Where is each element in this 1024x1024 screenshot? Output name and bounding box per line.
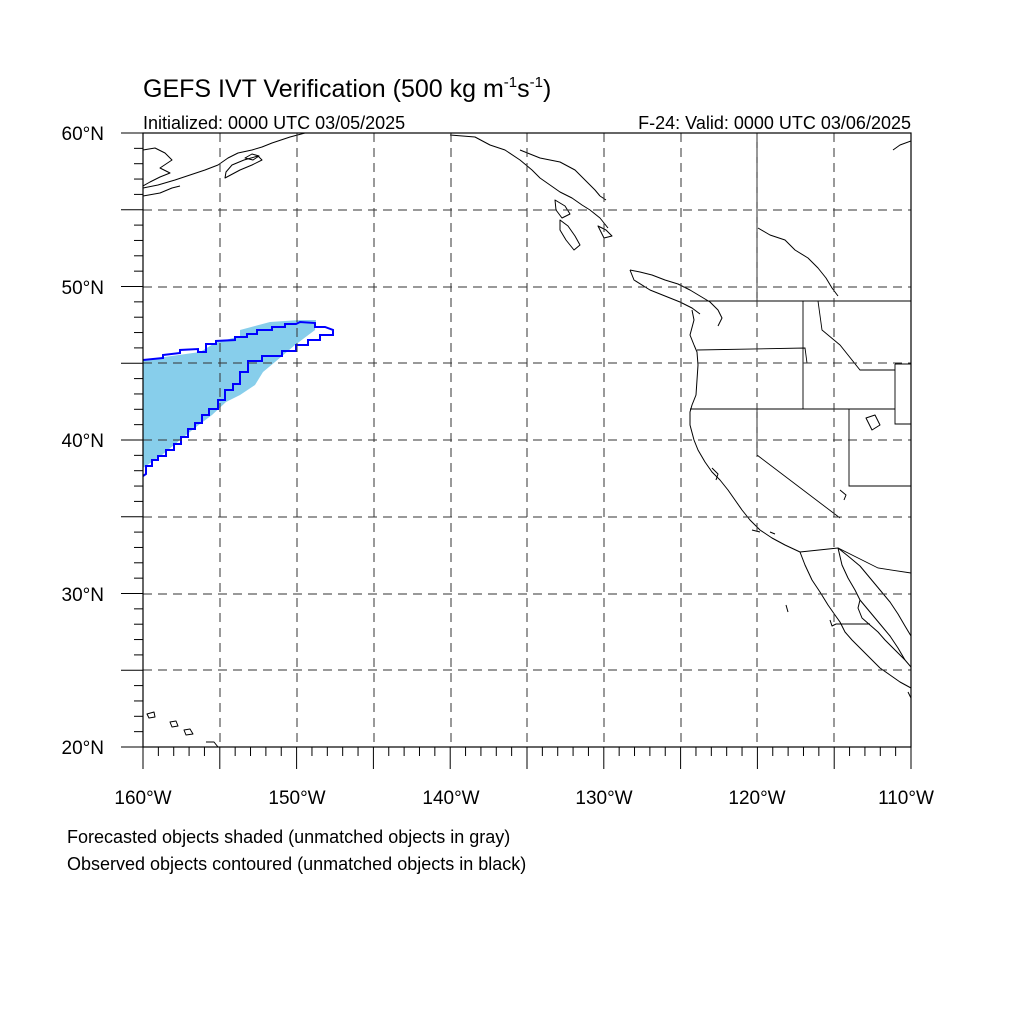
init-time-label: Initialized: 0000 UTC 03/05/2025 <box>143 113 405 133</box>
observed-ivt-object <box>143 320 334 477</box>
lon-label-160w: 160°W <box>114 788 171 809</box>
figure-title: GEFS IVT Verification (500 kg m-1s-1) <box>143 74 551 103</box>
valid-time-label: F-24: Valid: 0000 UTC 03/06/2025 <box>638 113 911 133</box>
lon-label-140w: 140°W <box>422 788 479 809</box>
footer-forecast-note: Forecasted objects shaded (unmatched obj… <box>67 827 510 847</box>
lon-label-110w: 110°W <box>878 788 934 809</box>
lat-label-50: 50°N <box>62 278 104 299</box>
coastlines <box>143 133 911 747</box>
lon-label-150w: 150°W <box>268 788 325 809</box>
lon-label-120w: 120°W <box>728 788 785 809</box>
lon-label-130w: 130°W <box>575 788 632 809</box>
graticule <box>143 133 911 747</box>
lat-label-20: 20°N <box>62 738 104 759</box>
lat-label-30: 30°N <box>62 585 104 606</box>
latitude-labels: 60°N 50°N 40°N 30°N 20°N <box>62 124 104 759</box>
forecast-ivt-object <box>143 320 316 468</box>
footer-observed-note: Observed objects contoured (unmatched ob… <box>67 854 526 874</box>
lat-label-40: 40°N <box>62 431 104 452</box>
political-borders <box>690 133 911 625</box>
lat-label-60: 60°N <box>62 124 104 145</box>
longitude-labels: 160°W 150°W 140°W 130°W 120°W 110°W <box>114 788 934 809</box>
map-plot-area <box>121 132 912 769</box>
axis-ticks <box>121 132 912 769</box>
